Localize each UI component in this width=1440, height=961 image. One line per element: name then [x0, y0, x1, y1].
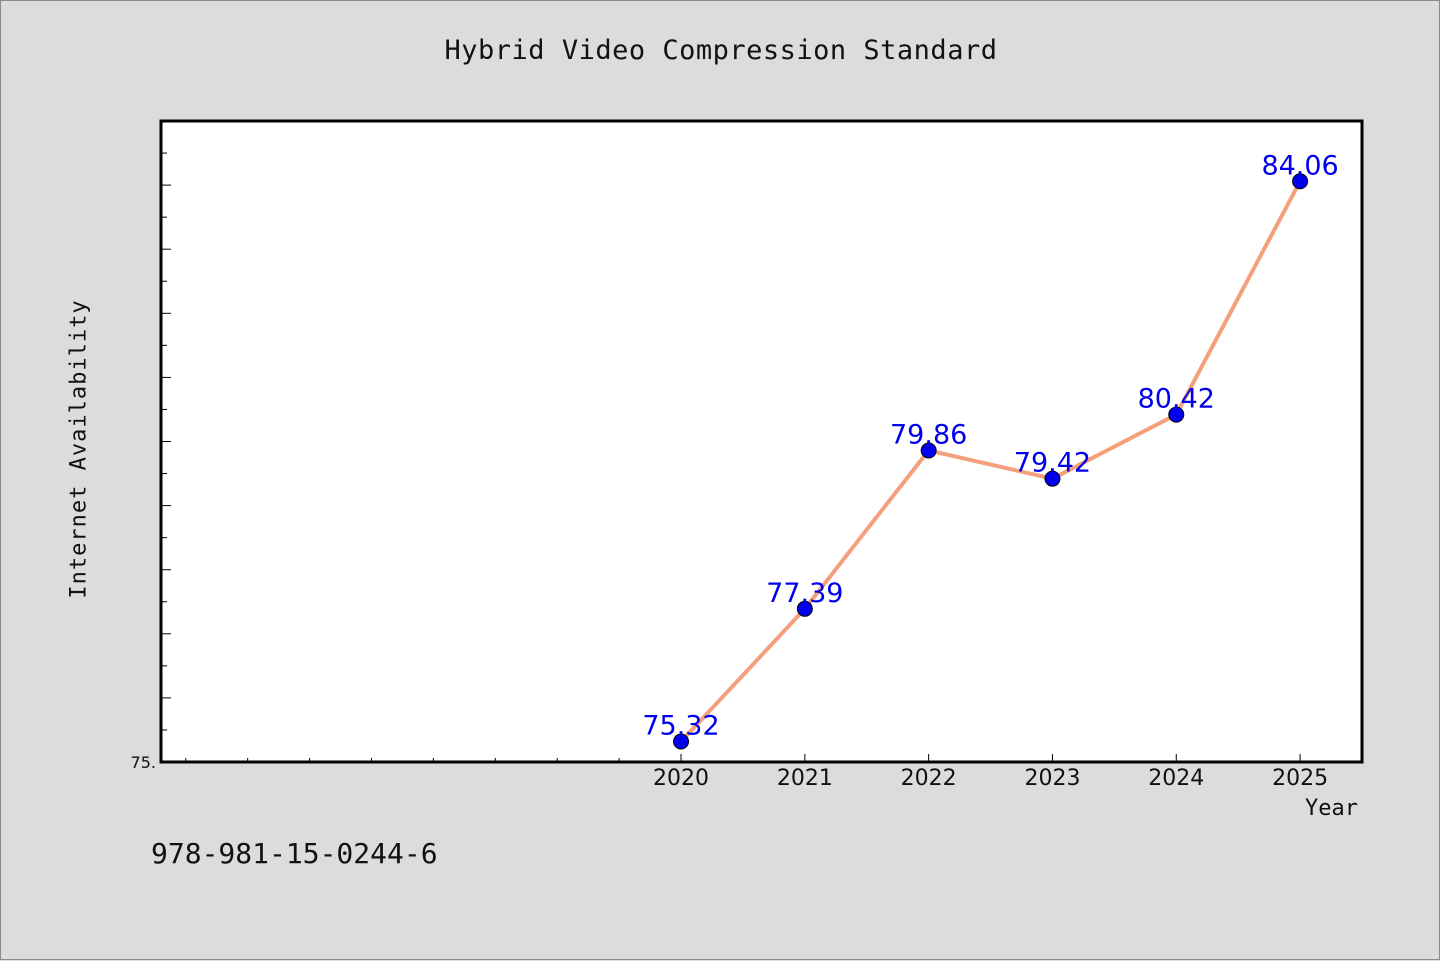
x-tick-label: 2020 — [653, 766, 709, 791]
x-tick-label: 2024 — [1148, 766, 1204, 791]
y-tick-label: 75. — [131, 753, 156, 772]
ticks-layer: 75. 2020 2021 2022 2023 2024 2025 — [131, 120, 1328, 791]
data-label: 75.32 — [642, 710, 719, 741]
x-tick-label: 2022 — [901, 766, 957, 791]
x-tick-label: 2025 — [1272, 766, 1328, 791]
data-point — [920, 442, 937, 459]
data-point — [1292, 173, 1309, 190]
plot-area — [159, 119, 1364, 764]
data-label: 77.39 — [766, 578, 843, 609]
data-label: 79.86 — [890, 419, 967, 450]
data-label: 84.06 — [1261, 150, 1338, 181]
data-point — [1168, 406, 1185, 423]
data-point — [673, 733, 690, 750]
chart-title: Hybrid Video Compression Standard — [444, 35, 998, 66]
data-label: 79.42 — [1014, 448, 1091, 479]
series-line — [679, 179, 1303, 744]
data-point — [1044, 470, 1061, 487]
marker-layer — [673, 173, 1309, 750]
x-tick-label: 2021 — [777, 766, 833, 791]
label-layer: 75.32 77.39 79.86 79.42 80.42 84.06 — [642, 150, 1338, 741]
x-axis-label: Year — [1305, 796, 1358, 821]
x-tick-label: 2023 — [1024, 766, 1080, 791]
y-axis-label: Internet Availability — [66, 299, 92, 599]
footer-code: 978-981-15-0244-6 — [151, 837, 438, 870]
data-point — [796, 600, 813, 617]
line-layer — [679, 179, 1303, 744]
data-label: 80.42 — [1138, 384, 1215, 415]
